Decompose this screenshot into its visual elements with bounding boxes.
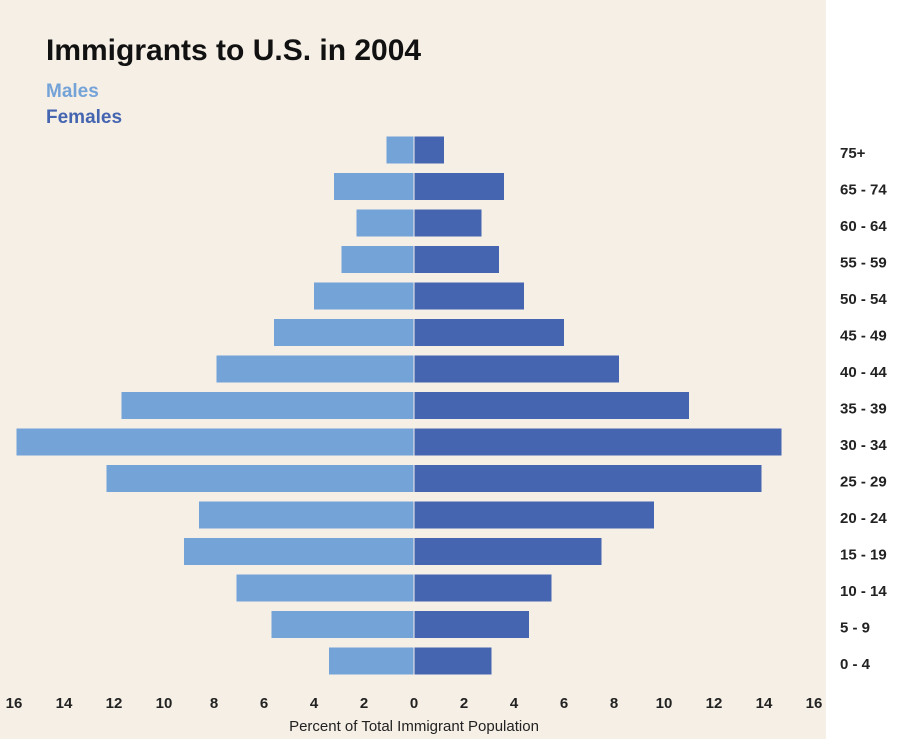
bar-females-12 <box>414 574 552 602</box>
bar-females-14 <box>414 647 492 675</box>
age-label-3: 55 - 59 <box>840 255 887 272</box>
bar-females-4 <box>414 282 524 310</box>
age-label-14: 0 - 4 <box>840 656 871 673</box>
legend-females: Females <box>46 107 122 128</box>
chart-title: Immigrants to U.S. in 2004 <box>46 34 421 67</box>
age-label-8: 30 - 34 <box>840 437 887 454</box>
age-label-2: 60 - 64 <box>840 218 887 235</box>
x-tick-label-12: 8 <box>610 695 618 712</box>
x-tick-label-13: 10 <box>656 695 673 712</box>
age-label-11: 15 - 19 <box>840 547 887 564</box>
bar-females-0 <box>414 136 444 164</box>
bar-females-13 <box>414 611 529 638</box>
x-tick-label-16: 16 <box>806 695 823 712</box>
bar-males-6 <box>216 355 414 383</box>
bar-males-9 <box>106 465 414 492</box>
bar-males-5 <box>274 319 414 346</box>
x-tick-label-5: 6 <box>260 695 268 712</box>
age-label-9: 25 - 29 <box>840 474 887 491</box>
bar-males-8 <box>16 428 414 456</box>
bar-males-11 <box>184 538 414 565</box>
bar-females-2 <box>414 209 482 237</box>
bar-females-11 <box>414 538 602 565</box>
bar-females-9 <box>414 465 762 492</box>
x-axis-ticks: 16 14 12 10 8 6 4 2 0 2 4 6 8 10 12 14 16 <box>6 695 823 712</box>
age-label-10: 20 - 24 <box>840 510 887 527</box>
bar-males-13 <box>271 611 414 638</box>
x-tick-label-10: 4 <box>510 695 519 712</box>
bar-males-0 <box>386 136 414 164</box>
bar-males-4 <box>314 282 414 310</box>
age-label-4: 50 - 54 <box>840 291 887 308</box>
age-label-6: 40 - 44 <box>840 364 887 381</box>
x-tick-label-3: 10 <box>156 695 173 712</box>
x-tick-label-4: 8 <box>210 695 218 712</box>
bar-females-3 <box>414 246 499 273</box>
age-label-13: 5 - 9 <box>840 620 870 637</box>
x-tick-label-2: 12 <box>106 695 123 712</box>
age-label-5: 45 - 49 <box>840 328 887 345</box>
x-axis-label: Percent of Total Immigrant Population <box>289 718 539 735</box>
bar-females-10 <box>414 501 654 529</box>
age-label-12: 10 - 14 <box>840 583 887 600</box>
x-tick-label-1: 14 <box>56 695 73 712</box>
x-tick-label-15: 14 <box>756 695 773 712</box>
x-tick-label-6: 4 <box>310 695 319 712</box>
bar-females-8 <box>414 428 782 456</box>
bar-males-2 <box>356 209 414 237</box>
x-tick-label-11: 6 <box>560 695 568 712</box>
bar-males-3 <box>341 246 414 273</box>
bar-males-10 <box>199 501 414 529</box>
bar-males-12 <box>236 574 414 602</box>
age-group-labels: 75+ 65 - 74 60 - 64 55 - 59 50 - 54 45 - 49 40… <box>840 145 887 673</box>
age-label-7: 35 - 39 <box>840 401 887 418</box>
x-tick-label-9: 2 <box>460 695 468 712</box>
x-tick-label-7: 2 <box>360 695 368 712</box>
bar-males-14 <box>329 647 414 675</box>
legend-males: Males <box>46 81 99 102</box>
bar-females-7 <box>414 392 689 419</box>
bar-males-1 <box>334 173 414 200</box>
x-tick-label-8: 0 <box>410 695 418 712</box>
bar-females-5 <box>414 319 564 346</box>
x-tick-label-14: 12 <box>706 695 723 712</box>
age-label-1: 65 - 74 <box>840 182 887 199</box>
bar-females-1 <box>414 173 504 200</box>
bar-males-7 <box>121 392 414 419</box>
x-tick-label-0: 16 <box>6 695 23 712</box>
bar-females-6 <box>414 355 619 383</box>
age-label-0: 75+ <box>840 145 866 162</box>
bar-group <box>16 136 782 675</box>
